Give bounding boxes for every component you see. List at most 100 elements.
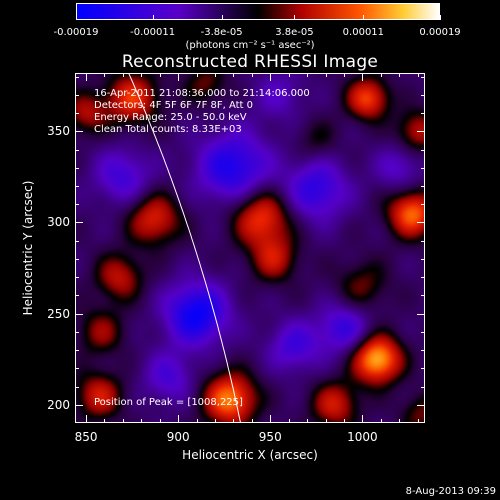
x-minor-tick — [122, 419, 124, 423]
y-minor-tick — [421, 113, 425, 115]
x-minor-tick — [104, 73, 106, 77]
x-minor-tick — [233, 73, 235, 77]
x-minor-tick — [343, 73, 345, 77]
x-minor-tick — [325, 419, 327, 423]
x-minor-tick — [288, 73, 290, 77]
y-minor-tick — [75, 277, 79, 279]
heatmap-image — [75, 73, 425, 423]
x-tick-mark — [86, 73, 88, 81]
x-minor-tick — [288, 419, 290, 423]
y-minor-tick — [75, 350, 79, 352]
x-minor-tick — [196, 73, 198, 77]
x-minor-tick — [159, 73, 161, 77]
x-tick-mark — [362, 415, 364, 423]
y-minor-tick — [421, 149, 425, 151]
colorbar-tick-mark — [76, 15, 77, 20]
x-minor-tick — [380, 419, 382, 423]
x-minor-tick — [196, 419, 198, 423]
y-tick-label: 300 — [47, 215, 70, 230]
y-minor-tick — [421, 167, 425, 169]
x-minor-tick — [251, 73, 253, 77]
colorbar-tick-label: 3.8e-05 — [275, 27, 314, 38]
x-tick-mark — [362, 73, 364, 81]
colorbar-tick-mark — [440, 15, 441, 20]
y-minor-tick — [75, 94, 79, 96]
annotation-energy-range: Energy Range: 25.0 - 50.0 keV — [94, 112, 247, 123]
y-tick-label: 200 — [47, 397, 70, 412]
x-minor-tick — [307, 419, 309, 423]
y-tick-label: 250 — [47, 306, 70, 321]
x-minor-tick — [141, 419, 143, 423]
x-minor-tick — [215, 73, 216, 77]
y-tick-mark — [75, 222, 83, 224]
y-minor-tick — [75, 386, 79, 388]
colorbar-tick-label: -0.00019 — [53, 27, 99, 38]
peak-position-label: Position of Peak = [1008,225] — [94, 397, 243, 408]
y-minor-tick — [421, 240, 425, 242]
y-minor-tick — [421, 350, 425, 352]
heatmap-svg — [75, 73, 425, 423]
y-minor-tick — [75, 149, 79, 151]
y-minor-tick — [421, 94, 425, 96]
y-minor-tick — [75, 113, 79, 115]
x-tick-mark — [178, 73, 180, 81]
y-minor-tick — [75, 76, 79, 78]
x-minor-tick — [380, 73, 382, 77]
y-tick-mark — [417, 404, 425, 406]
footer-date: 8-Aug-2013 09:39 — [405, 486, 496, 497]
colorbar-tick-mark — [363, 15, 365, 20]
colorbar-tick-mark — [152, 15, 154, 20]
y-minor-tick — [421, 368, 425, 370]
annotation-clean-counts: Clean Total counts: 8.33E+03 — [94, 124, 242, 135]
y-minor-tick — [421, 186, 425, 188]
y-tick-mark — [75, 131, 83, 133]
y-minor-tick — [75, 368, 79, 370]
y-minor-tick — [421, 76, 425, 78]
x-minor-tick — [343, 419, 345, 423]
y-tick-mark — [417, 313, 425, 315]
x-minor-tick — [399, 73, 401, 77]
y-minor-tick — [75, 240, 79, 242]
y-minor-tick — [75, 167, 79, 169]
heatmap-raster — [75, 73, 425, 423]
colorbar-units: (photons cm⁻² s⁻¹ asec⁻²) — [185, 40, 315, 51]
x-minor-tick — [159, 419, 161, 423]
x-minor-tick — [417, 73, 419, 77]
plot-title: Reconstructed RHESSI Image — [121, 52, 379, 72]
x-minor-tick — [251, 419, 253, 423]
x-minor-tick — [399, 419, 401, 423]
x-minor-tick — [233, 419, 235, 423]
colorbar-tick-label: 0.00011 — [342, 27, 385, 38]
y-tick-label: 350 — [47, 124, 70, 139]
colorbar-tick-mark — [294, 15, 296, 20]
x-minor-tick — [307, 73, 309, 77]
y-tick-mark — [417, 222, 425, 224]
x-minor-tick — [104, 419, 106, 423]
y-minor-tick — [75, 186, 79, 188]
y-minor-tick — [421, 295, 425, 297]
y-minor-tick — [421, 277, 425, 279]
colorbar-tick-label: 0.00019 — [419, 27, 461, 38]
x-minor-tick — [325, 73, 327, 77]
y-minor-tick — [75, 204, 79, 206]
solar-limb-curve — [128, 73, 242, 423]
y-tick-mark — [417, 131, 425, 133]
y-minor-tick — [75, 331, 79, 333]
y-minor-tick — [421, 204, 425, 206]
x-minor-tick — [122, 73, 124, 77]
x-tick-label: 850 — [74, 430, 98, 444]
colorbar-tick-label: -0.00011 — [130, 27, 176, 38]
x-tick-mark — [270, 73, 272, 81]
x-tick-mark — [178, 415, 180, 423]
y-minor-tick — [421, 331, 425, 333]
x-minor-tick — [141, 73, 143, 77]
x-tick-mark — [270, 415, 272, 423]
x-tick-label: 900 — [166, 430, 190, 444]
colorbar — [76, 3, 440, 20]
y-tick-mark — [75, 313, 83, 315]
y-minor-tick — [421, 258, 425, 260]
x-minor-tick — [417, 419, 419, 423]
x-tick-mark — [86, 415, 88, 423]
y-minor-tick — [75, 295, 79, 297]
y-minor-tick — [421, 386, 425, 388]
